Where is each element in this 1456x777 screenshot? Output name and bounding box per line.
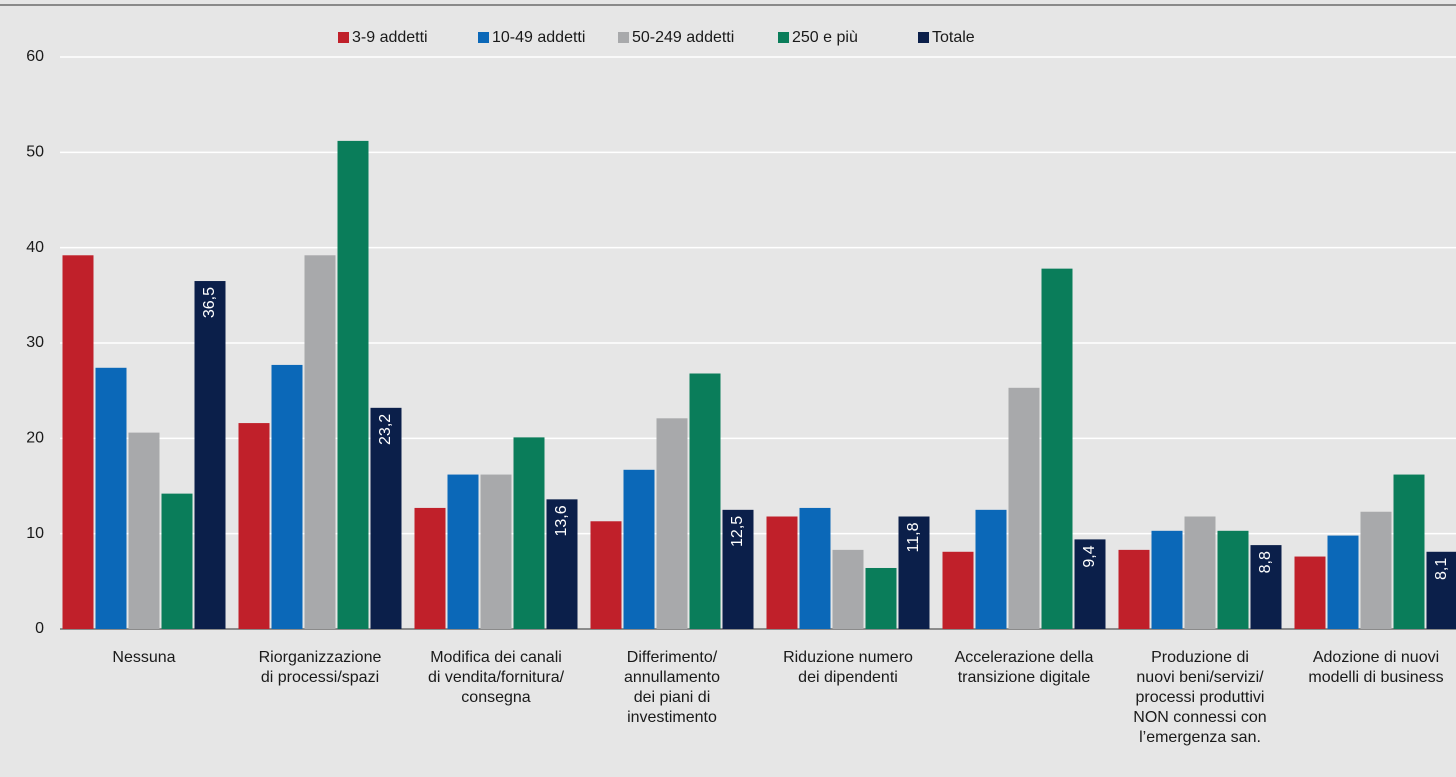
bar	[1360, 511, 1392, 629]
x-tick-label: Differimento/ annullamento dei piani di …	[623, 649, 721, 726]
bar	[799, 507, 831, 629]
value-label: 13,6	[553, 505, 570, 536]
bar	[238, 423, 270, 629]
y-tick-label: 10	[26, 525, 44, 542]
value-label: 8,8	[1257, 551, 1274, 573]
x-tick-label: Accelerazione della transizione digitale	[954, 649, 1094, 686]
y-tick-label: 60	[26, 48, 44, 65]
bar	[337, 140, 369, 630]
x-tick-label: Riduzione numero dei dipendenti	[783, 649, 913, 686]
bar	[722, 509, 754, 629]
bar	[898, 516, 930, 629]
value-label: 9,4	[1081, 545, 1098, 567]
bar	[1074, 539, 1106, 629]
legend-label: 10-49 addetti	[492, 29, 585, 46]
bar	[304, 255, 336, 629]
bar	[1327, 535, 1359, 629]
bar	[480, 474, 512, 629]
value-label: 36,5	[201, 287, 218, 318]
x-tick-label: Riorganizzazione di processi/spazi	[258, 649, 382, 686]
bar	[590, 521, 622, 629]
legend-label: 50-249 addetti	[632, 29, 734, 46]
bar	[1151, 530, 1183, 629]
bar	[1008, 387, 1040, 629]
bar	[865, 567, 897, 629]
bar	[832, 549, 864, 629]
legend-swatch	[338, 32, 349, 43]
value-label: 8,1	[1433, 558, 1450, 580]
x-tick-label: Nessuna	[112, 649, 176, 666]
y-tick-label: 0	[35, 620, 44, 637]
legend-swatch	[478, 32, 489, 43]
bar	[271, 364, 303, 629]
bar	[656, 418, 688, 629]
bar	[689, 373, 721, 629]
y-tick-label: 30	[26, 334, 44, 351]
bar	[1118, 549, 1150, 629]
value-label: 12,5	[729, 516, 746, 547]
legend-swatch	[918, 32, 929, 43]
bar	[194, 281, 226, 629]
bar	[1250, 545, 1282, 629]
bar	[975, 509, 1007, 629]
y-tick-label: 40	[26, 239, 44, 256]
value-label: 23,2	[377, 414, 394, 445]
bar	[414, 507, 446, 629]
bar	[1393, 474, 1425, 629]
bar	[1217, 530, 1249, 629]
bar	[513, 437, 545, 629]
x-tick-label: Adozione di nuovi modelli di business	[1308, 649, 1444, 686]
x-tick-label: Produzione di nuovi beni/servizi/ proces…	[1133, 649, 1267, 746]
bar	[128, 432, 160, 629]
bar	[623, 469, 655, 629]
x-tick-label: Modifica dei canali di vendita/fornitura…	[427, 649, 565, 706]
value-label: 11,8	[905, 522, 922, 552]
bar	[62, 255, 94, 629]
legend-label: 250 e più	[792, 29, 858, 46]
bar	[161, 493, 193, 629]
y-tick-label: 20	[26, 430, 44, 447]
legend-swatch	[618, 32, 629, 43]
bar	[766, 516, 798, 629]
bar	[1184, 516, 1216, 629]
bar	[1426, 551, 1456, 629]
bar	[447, 474, 479, 629]
bar	[370, 407, 402, 629]
bar	[546, 499, 578, 629]
legend-label: 3-9 addetti	[352, 29, 428, 46]
bar	[95, 367, 127, 629]
y-tick-label: 50	[26, 144, 44, 161]
legend-label: Totale	[932, 29, 975, 46]
legend-swatch	[778, 32, 789, 43]
bar	[1294, 556, 1326, 629]
bar	[1041, 268, 1073, 629]
bar	[942, 551, 974, 629]
